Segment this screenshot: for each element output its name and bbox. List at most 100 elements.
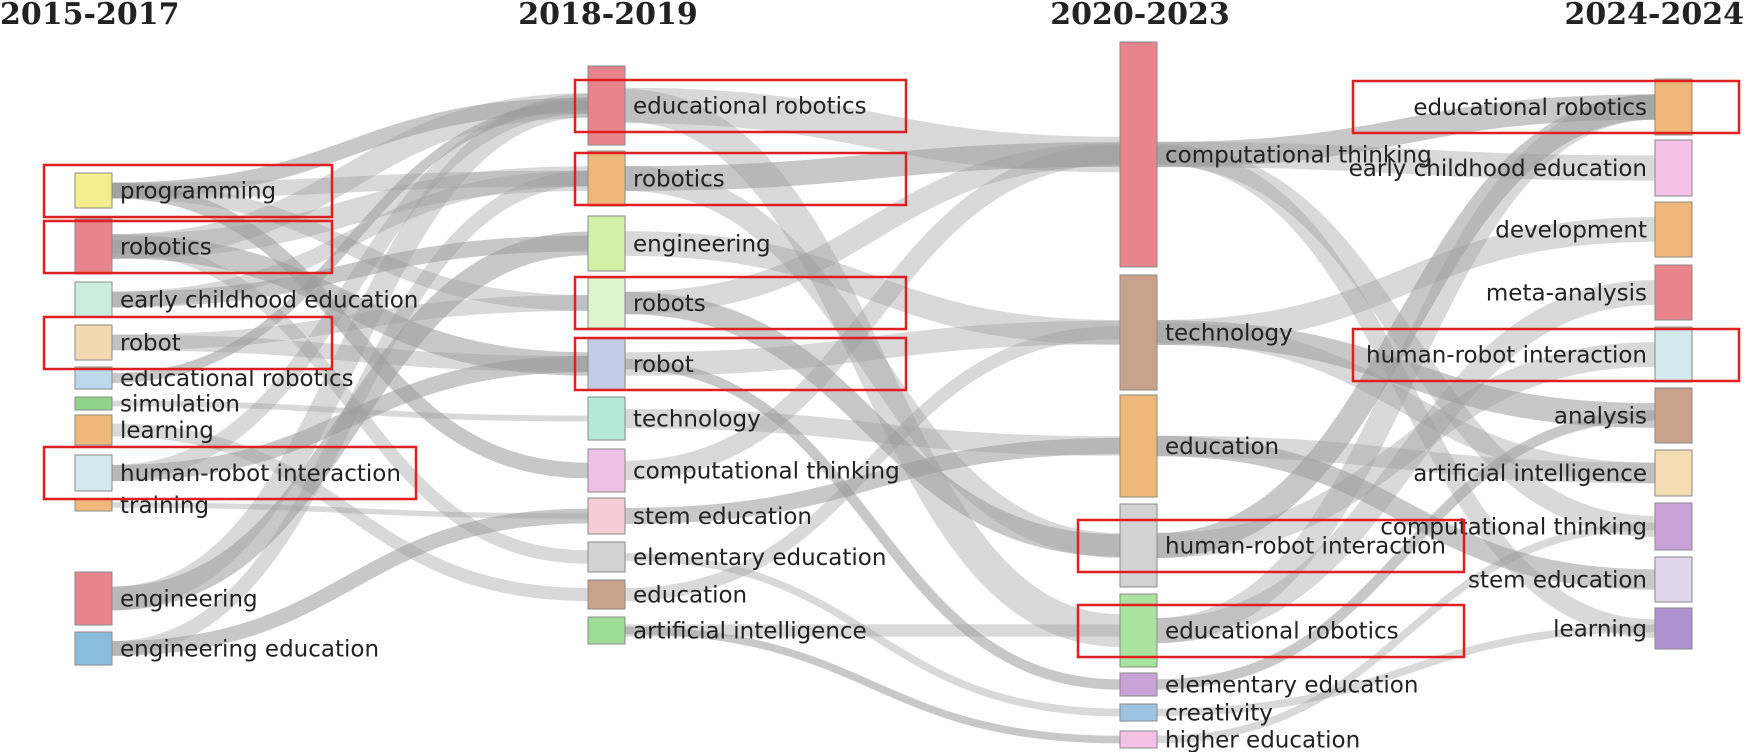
- highlight-box: [573, 78, 908, 134]
- keyword-label: robotics: [120, 235, 212, 261]
- keyword-label: human-robot interaction: [1366, 343, 1647, 369]
- keyword-node: [587, 150, 626, 207]
- keyword-node: [587, 215, 626, 272]
- keyword-node: [74, 366, 113, 390]
- keyword-label: computational thinking: [1165, 143, 1432, 169]
- highlight-box: [1076, 603, 1466, 659]
- keyword-node: [587, 396, 626, 441]
- flow-link: [624, 437, 1121, 525]
- keyword-node: [1654, 264, 1693, 321]
- keyword-label: technology: [633, 407, 761, 433]
- keyword-node: [1119, 730, 1158, 749]
- keyword-label: learning: [1553, 617, 1647, 643]
- flow-link: [111, 97, 589, 482]
- keyword-label: robots: [633, 291, 706, 317]
- label-layer: programming robotics early childhood educa…: [120, 94, 1647, 752]
- keyword-node: [587, 541, 626, 573]
- keyword-node: [1654, 326, 1693, 383]
- highlight-box: [1076, 518, 1466, 574]
- flow-link: [1156, 435, 1656, 484]
- flow-link: [111, 170, 589, 199]
- keyword-node: [74, 454, 113, 492]
- highlight-box: [42, 315, 334, 371]
- flow-link: [111, 295, 589, 351]
- flow-link: [624, 143, 1121, 315]
- keyword-label: simulation: [120, 392, 240, 418]
- keyword-node: [1119, 703, 1158, 722]
- flow-link: [1156, 94, 1656, 168]
- flow-link: [111, 93, 589, 611]
- keyword-label: education: [633, 583, 747, 609]
- keyword-label: human-robot interaction: [1165, 534, 1446, 560]
- keyword-label: early childhood education: [120, 288, 418, 314]
- keyword-node: [1654, 502, 1693, 551]
- keyword-label: stem education: [633, 504, 812, 530]
- keyword-label: artificial intelligence: [633, 619, 867, 645]
- flow-link: [1156, 322, 1656, 484]
- keyword-label: engineering education: [120, 637, 379, 663]
- period-headers: 2015-2017 2018-2019 2020-2023 2024-2024: [0, 0, 1744, 32]
- keyword-node: [74, 281, 113, 318]
- flow-link: [1156, 320, 1656, 428]
- flow-link: [624, 626, 1121, 744]
- flow-link: [624, 320, 1121, 376]
- keyword-label: robot: [120, 331, 181, 357]
- keyword-node: [74, 218, 113, 275]
- flow-link: [624, 553, 1121, 717]
- period-header-2015-2017: 2015-2017: [0, 0, 179, 32]
- flow-link: [111, 231, 589, 611]
- keyword-node: [1654, 607, 1693, 650]
- keyword-node: [74, 396, 113, 411]
- keyword-node: [1119, 394, 1158, 498]
- keyword-label: early childhood education: [1349, 156, 1647, 182]
- flow-link: [624, 89, 1121, 647]
- keyword-label: technology: [1165, 321, 1293, 347]
- keyword-label: educational robotics: [1413, 95, 1647, 121]
- keyword-node: [74, 571, 113, 626]
- keyword-node: [74, 172, 113, 209]
- keyword-label: computational thinking: [633, 459, 900, 485]
- keyword-label: elementary education: [1165, 673, 1418, 699]
- keyword-label: higher education: [1165, 728, 1360, 752]
- flow-link: [624, 325, 1121, 602]
- period-header-2024-2024: 2024-2024: [1565, 0, 1744, 32]
- keyword-label: analysis: [1554, 404, 1647, 430]
- keyword-label: educational robotics: [1165, 619, 1399, 645]
- keyword-node: [1654, 387, 1693, 444]
- period-header-2020-2023: 2020-2023: [1050, 0, 1229, 32]
- flow-link: [111, 182, 589, 479]
- keyword-label: elementary education: [633, 545, 886, 571]
- flow-link: [624, 231, 1121, 345]
- flow-link: [1156, 624, 1656, 717]
- highlight-box: [573, 336, 908, 392]
- keyword-node: [1654, 556, 1693, 603]
- keyword-label: human-robot interaction: [120, 461, 401, 487]
- flow-link: [111, 235, 589, 308]
- keyword-node: [1119, 41, 1158, 268]
- keyword-label: engineering: [633, 232, 771, 258]
- highlight-box: [1351, 327, 1741, 383]
- highlight-box: [42, 445, 418, 501]
- flow-link: [624, 358, 1121, 690]
- keyword-node: [1119, 274, 1158, 391]
- keyword-label: stem education: [1468, 568, 1647, 594]
- highlight-box: [573, 275, 908, 331]
- keyword-node: [587, 616, 626, 645]
- keyword-node: [1654, 139, 1693, 197]
- period-header-2018-2019: 2018-2019: [518, 0, 697, 32]
- flow-link: [1156, 217, 1656, 345]
- keyword-node: [587, 277, 626, 329]
- flow-link: [624, 144, 1121, 481]
- keyword-node: [74, 631, 113, 666]
- flow-link: [624, 142, 1121, 191]
- flow-link: [111, 93, 589, 259]
- highlight-box: [42, 163, 334, 219]
- keyword-label: educational robotics: [633, 94, 867, 120]
- keyword-label: educational robotics: [120, 366, 354, 392]
- keyword-label: education: [1165, 434, 1279, 460]
- keyword-node: [1654, 201, 1693, 258]
- keyword-label: computational thinking: [1380, 515, 1647, 541]
- flow-link: [1156, 145, 1656, 638]
- flow-link: [111, 508, 589, 656]
